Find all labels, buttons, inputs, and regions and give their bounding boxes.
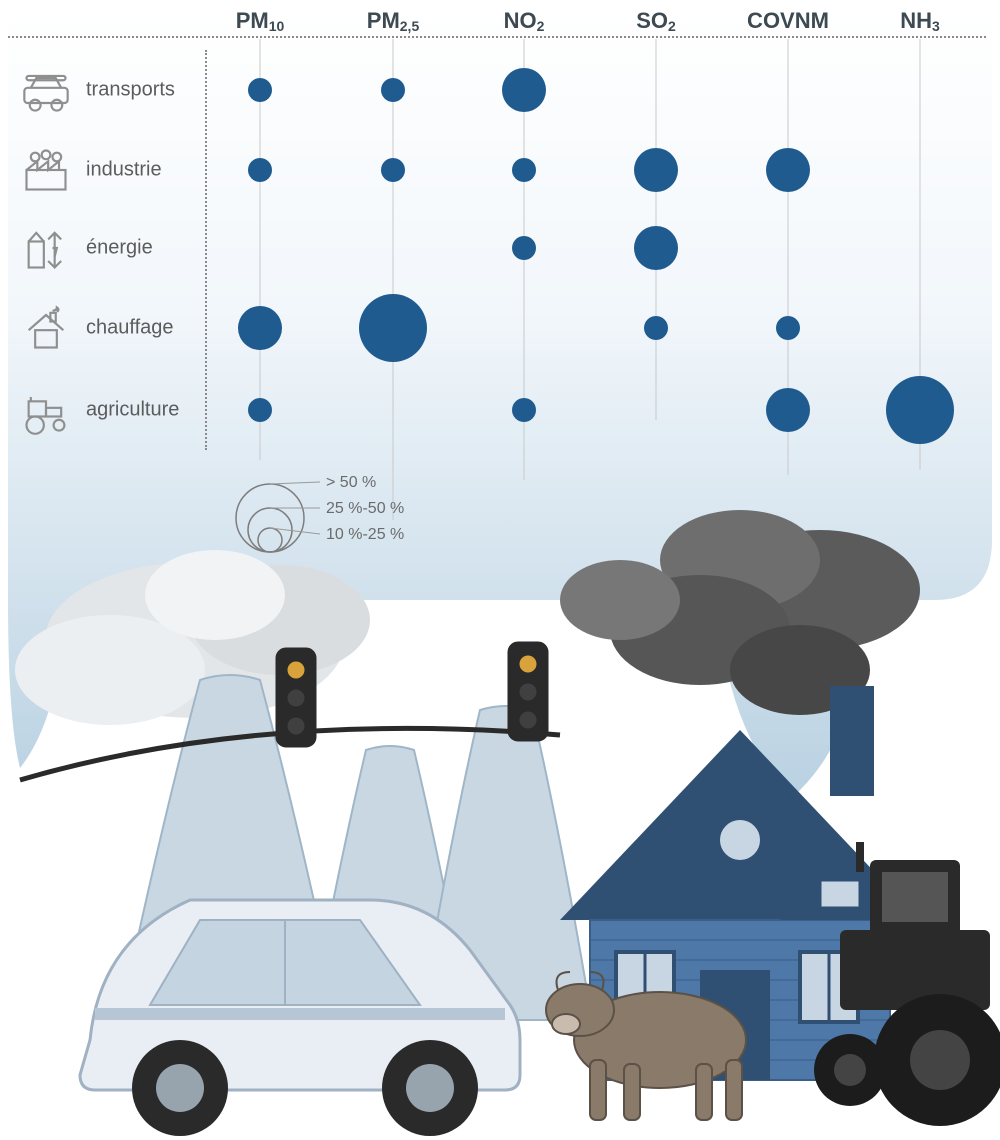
row-label-industrie: industrie	[86, 159, 162, 182]
row-label-transports: transports	[86, 79, 175, 102]
infographic-root: PM10 PM2,5 NO2 SO2 COVNM NH3 transports indust…	[0, 0, 1000, 1140]
bubble-industrie-pm25	[381, 158, 405, 182]
bubble-chauffage-pm10	[238, 306, 282, 350]
col-header-so2: SO2	[636, 8, 676, 34]
row-label-energie: énergie	[86, 237, 153, 260]
row-label-agriculture: agriculture	[86, 399, 179, 422]
bubble-agriculture-nh3	[886, 376, 954, 444]
gridline-pm10	[260, 39, 261, 460]
col-header-pm10: PM10	[236, 8, 285, 34]
bubble-transports-pm25	[381, 78, 405, 102]
bubble-chauffage-pm25	[359, 294, 427, 362]
col-header-pm25: PM2,5	[367, 8, 419, 34]
cloud	[15, 550, 370, 725]
bubble-chauffage-so2	[644, 316, 668, 340]
bubble-industrie-covnm	[766, 148, 810, 192]
chauffage-icon	[20, 302, 72, 354]
transports-icon	[20, 64, 72, 116]
col-header-nh3: NH3	[900, 8, 940, 34]
top-dotted-rule	[8, 36, 986, 38]
bubble-industrie-no2	[512, 158, 536, 182]
gridline-pm25	[393, 39, 394, 520]
energie-icon	[20, 222, 72, 274]
bubble-transports-pm10	[248, 78, 272, 102]
industrie-icon	[20, 144, 72, 196]
left-dotted-axis	[205, 50, 207, 450]
smoke-icon	[560, 510, 920, 715]
agriculture-icon	[20, 384, 72, 436]
row-label-chauffage: chauffage	[86, 317, 174, 340]
bubble-energie-no2	[512, 236, 536, 260]
bubble-transports-no2	[502, 68, 546, 112]
bubble-agriculture-no2	[512, 398, 536, 422]
bubble-industrie-pm10	[248, 158, 272, 182]
col-header-covnm: COVNM	[747, 8, 829, 34]
bubble-chauffage-covnm	[776, 316, 800, 340]
col-header-no2: NO2	[504, 8, 545, 34]
collage-scene	[0, 500, 1000, 1140]
bubble-agriculture-pm10	[248, 398, 272, 422]
legend-label-large: > 50 %	[326, 474, 376, 492]
car-icon	[80, 900, 520, 1136]
bubble-industrie-so2	[634, 148, 678, 192]
bubble-agriculture-covnm	[766, 388, 810, 432]
bubble-energie-so2	[634, 226, 678, 270]
